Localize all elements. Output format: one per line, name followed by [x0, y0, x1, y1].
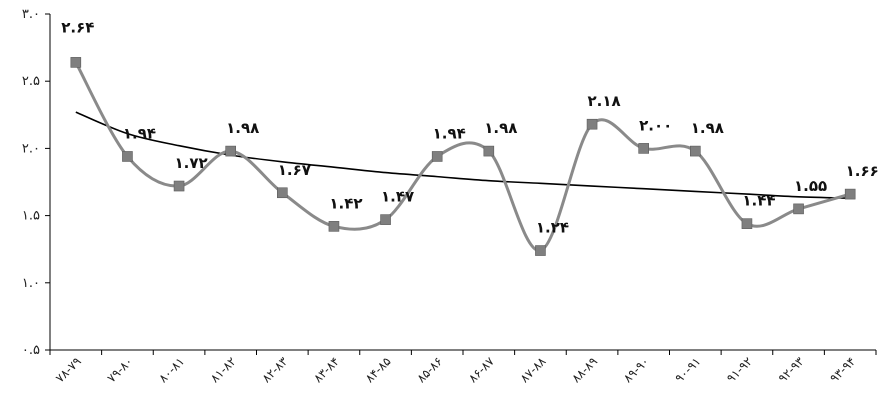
y-tick-label: ۲.۰: [22, 141, 40, 156]
data-label: ۱.۹۴: [433, 124, 466, 142]
x-tick-label: ۸۷-۸۸: [517, 354, 549, 386]
x-tick-label: ۸۴-۸۵: [362, 354, 393, 385]
data-label: ۱.۴۲: [329, 194, 362, 212]
data-label: ۱.۷۲: [174, 154, 207, 172]
data-point: [431, 151, 443, 162]
y-tick-label: ۱.۰: [22, 276, 40, 291]
x-tick-label: ۸۱-۸۲: [208, 354, 239, 385]
y-tick-label: ۱.۵: [22, 209, 40, 224]
data-label: ۲.۱۸: [587, 92, 620, 110]
x-tick-label: ۸۰-۸۱: [156, 354, 187, 385]
series-group: [70, 57, 856, 256]
data-point: [225, 145, 236, 157]
data-label: ۱.۹۸: [691, 119, 724, 137]
data-point: [690, 145, 701, 157]
trendline-group: [75, 111, 851, 199]
x-tick-label: ۸۳-۸۴: [311, 354, 342, 385]
x-tick-label: ۹۳-۹۴: [827, 354, 858, 385]
data-label: ۱.۶۶: [846, 162, 879, 180]
y-axis-ticks: ۰.۵ ۱.۰ ۱.۵ ۲.۰ ۲.۵ ۳.۰: [22, 7, 50, 358]
data-point: [483, 145, 495, 157]
data-point: [380, 214, 391, 225]
data-labels-group: ۲.۶۴ ۱.۹۴ ۱.۷۲ ۱.۹۸ ۱.۶۷ ۱.۴۲ ۱.۴۷ ۱.۹۴ ۱.۹۸ ۱.۲۴…: [61, 18, 879, 236]
data-label: ۱.۹۸: [484, 119, 517, 137]
x-tick-label: ۸۵-۸۶: [414, 354, 445, 385]
x-tick-label: ۸۶-۸۷: [466, 354, 498, 386]
x-tick-label: ۹۱-۹۲: [724, 354, 755, 385]
data-point: [741, 218, 753, 229]
y-tick-label: ۳.۰: [22, 7, 40, 22]
data-point: [844, 188, 856, 200]
x-tick-label: ۹۲-۹۳: [775, 354, 807, 386]
data-point: [793, 203, 804, 215]
y-tick-label: ۰.۵: [22, 343, 40, 358]
y-tick-label: ۲.۵: [22, 74, 40, 89]
data-label: ۱.۹۴: [123, 124, 156, 142]
data-point: [277, 187, 288, 199]
data-label: ۲.۶۴: [61, 18, 94, 36]
data-point: [328, 221, 340, 232]
data-label: ۱.۴۴: [742, 192, 775, 210]
x-tick-label: ۷۹-۸۰: [104, 354, 135, 385]
data-label: ۲.۰۰: [639, 116, 672, 134]
data-point: [173, 180, 185, 192]
data-label: ۱.۶۷: [278, 161, 311, 179]
data-point: [638, 143, 649, 154]
x-tick-label: ۸۹-۹۰: [621, 354, 652, 385]
data-label: ۱.۵۵: [794, 177, 827, 195]
x-tick-label: ۸۲-۸۳: [259, 354, 291, 386]
data-point: [535, 245, 546, 256]
series-line: [74, 61, 851, 253]
data-point: [122, 151, 133, 162]
x-tick-label: ۹۰-۹۱: [672, 354, 703, 385]
data-point: [70, 57, 82, 68]
data-label: ۱.۴۷: [381, 188, 414, 206]
x-tick-label: ۸۸-۸۹: [569, 354, 600, 385]
x-axis-ticks: ۷۸-۷۹ ۷۹-۸۰ ۸۰-۸۱ ۸۱-۸۲ ۸۲-۸۳ ۸۳-۸۴ ۸۴-۸۵ ۸۵-۸۶…: [49, 350, 877, 386]
x-tick-label: ۷۸-۷۹: [53, 354, 84, 385]
trendline: [75, 111, 851, 199]
data-point: [586, 118, 598, 130]
data-label: ۱.۲۴: [536, 219, 569, 237]
data-label: ۱.۹۸: [226, 119, 259, 137]
